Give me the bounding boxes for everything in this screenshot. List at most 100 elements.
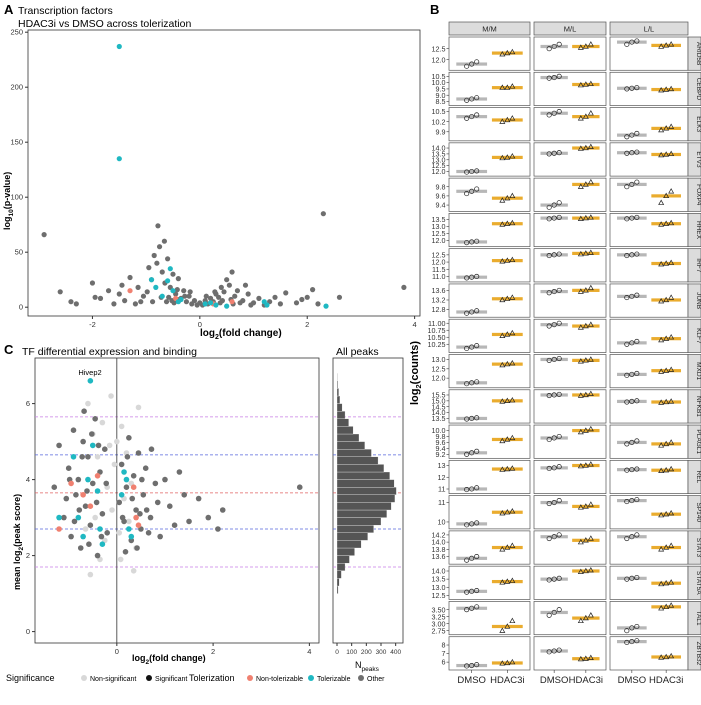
chart-b-gene-strip [687,107,701,142]
chart-b-dmso-point [546,436,552,443]
chart-b-ytick-label: 9.6 [436,438,446,447]
chart-peaks-xtick-label: 300 [376,649,387,656]
chart-b-dmso-point [551,252,557,258]
chart-b-hdac-point [504,295,511,301]
chart-b-dmso-point [464,416,470,422]
chart-b-dmso-bar [617,341,647,345]
chart-peaks-bar [336,411,346,419]
chart-b-hdac-point [504,116,511,123]
chart-b-facet-panel [533,36,607,71]
chart-peaks-bar [336,479,395,488]
panel-b-label: B [430,2,439,17]
chart-a-point-other [304,294,310,300]
chart-c-point-other [137,511,143,517]
chart-b-hdac-bar [491,332,523,337]
chart-b-xtick-label: DMSO [618,675,647,686]
chart-b-hdac-point [504,154,511,160]
chart-a-point-other [127,274,133,281]
legend-non-significant-label: Non-significant [90,676,136,683]
chart-b-dmso-point [556,320,562,326]
chart-b-hdac-point [668,465,675,472]
chart-a-point-tolerizable [159,293,165,299]
chart-peaks-bar [336,502,392,511]
chart-a-point-other [149,299,156,305]
chart-b-hdac-bar [572,538,600,542]
chart-b-dmso-point [474,604,480,610]
chart-c-point-non-significant [111,461,118,468]
chart-a-point-other [166,294,172,300]
chart-a-ytick-label: 200 [10,83,23,92]
chart-c-frame [34,357,320,644]
chart-c-point-other [123,484,130,491]
chart-a-point-other [187,289,193,295]
chart-b-dmso-bar [540,357,568,362]
chart-b-facet-panel [448,601,531,636]
chart-b-hdac-bar [651,545,681,550]
chart-b-hdac-point [658,261,665,267]
chart-b-facets: M/M M/L L/L12.512.0 ARID5B10.510.09.59.08.5… [428,21,701,686]
chart-b-ytick-label: 13.2 [432,296,446,305]
chart-a-point-other [73,301,79,307]
chart-peaks-bar [336,471,390,480]
chart-b-hdac-bar [491,437,523,442]
chart-b-dmso-point [546,323,552,329]
chart-b-hdac-point [577,324,584,330]
chart-a-point-other [186,293,192,299]
chart-b-gene-label: STAT3 [695,538,701,558]
chart-a-point-other [154,260,160,266]
chart-c-point-other [143,507,150,513]
chart-peaks-bar [336,555,350,564]
chart-b-xtick-label: HDAC3i [569,675,603,686]
chart-b-dmso-bar [456,522,488,526]
chart-b-hdac-point [582,181,589,187]
chart-b-ytick-label: 14.0 [432,408,446,417]
chart-b-dmso-bar [456,556,488,560]
chart-b-dmso-point [634,292,640,298]
chart-b-hdac-point [668,85,675,92]
chart-b-hdac-point [504,623,511,629]
chart-c-point-tolerizable [89,442,96,449]
chart-b-hdac-point [663,603,670,610]
chart-a-point-tolerizable [213,302,219,308]
chart-b-dmso-point [624,41,630,47]
chart-b-ytick-label: 11.5 [432,265,445,274]
chart-b-gene-strip [687,71,701,106]
chart-a-point-tolerizable [153,284,159,290]
chart-c-ytick-label: 2 [26,551,30,560]
chart-b-ytick-label: 9.5 [436,85,446,94]
chart-c-point-other [92,416,98,422]
chart-b-facet-panel [533,107,607,142]
chart-b-dmso-point [469,486,475,492]
chart-c-point-other [95,442,102,449]
chart-b-dmso-point [464,487,470,493]
chart-peaks-bar [336,547,355,556]
chart-b-hdac-bar [651,43,681,48]
chart-b-dmso-point [624,184,630,190]
legend: Significance Non-significant Significant… [6,673,385,683]
chart-c-point-other [86,541,92,547]
chart-a-ytick-label: 0 [19,303,23,312]
chart-b-dmso-point [634,466,640,472]
chart-b-hdac-point [587,425,594,432]
chart-b-dmso-point [464,115,470,121]
chart-c-point-other [103,480,110,487]
chart-b-hdac-bar [572,428,600,433]
chart-b-hdac-point [663,367,670,373]
chart-b-column-strip [448,21,531,36]
chart-c-point-other [130,473,137,479]
chart-a-point-other [315,301,321,307]
chart-c-point-other [98,533,105,540]
chart-a-point-other [245,291,251,297]
chart-a-point-other [161,238,167,244]
chart-a-xtick-label: 0 [198,320,202,329]
chart-a-point-other [219,298,225,304]
chart-b-hdac-point [504,331,511,337]
chart-a-point-other [175,276,181,282]
chart-b-hdac-point [499,258,506,264]
chart-b-column-strip [533,21,607,36]
chart-b-dmso-bar [456,381,488,385]
chart-b-dmso-point [629,498,635,504]
chart-c-x-ticks: 0 2 4 [115,643,311,656]
chart-a-subtitle: HDAC3i vs DMSO across tolerization [18,18,191,30]
chart-a-point-other [122,298,128,304]
